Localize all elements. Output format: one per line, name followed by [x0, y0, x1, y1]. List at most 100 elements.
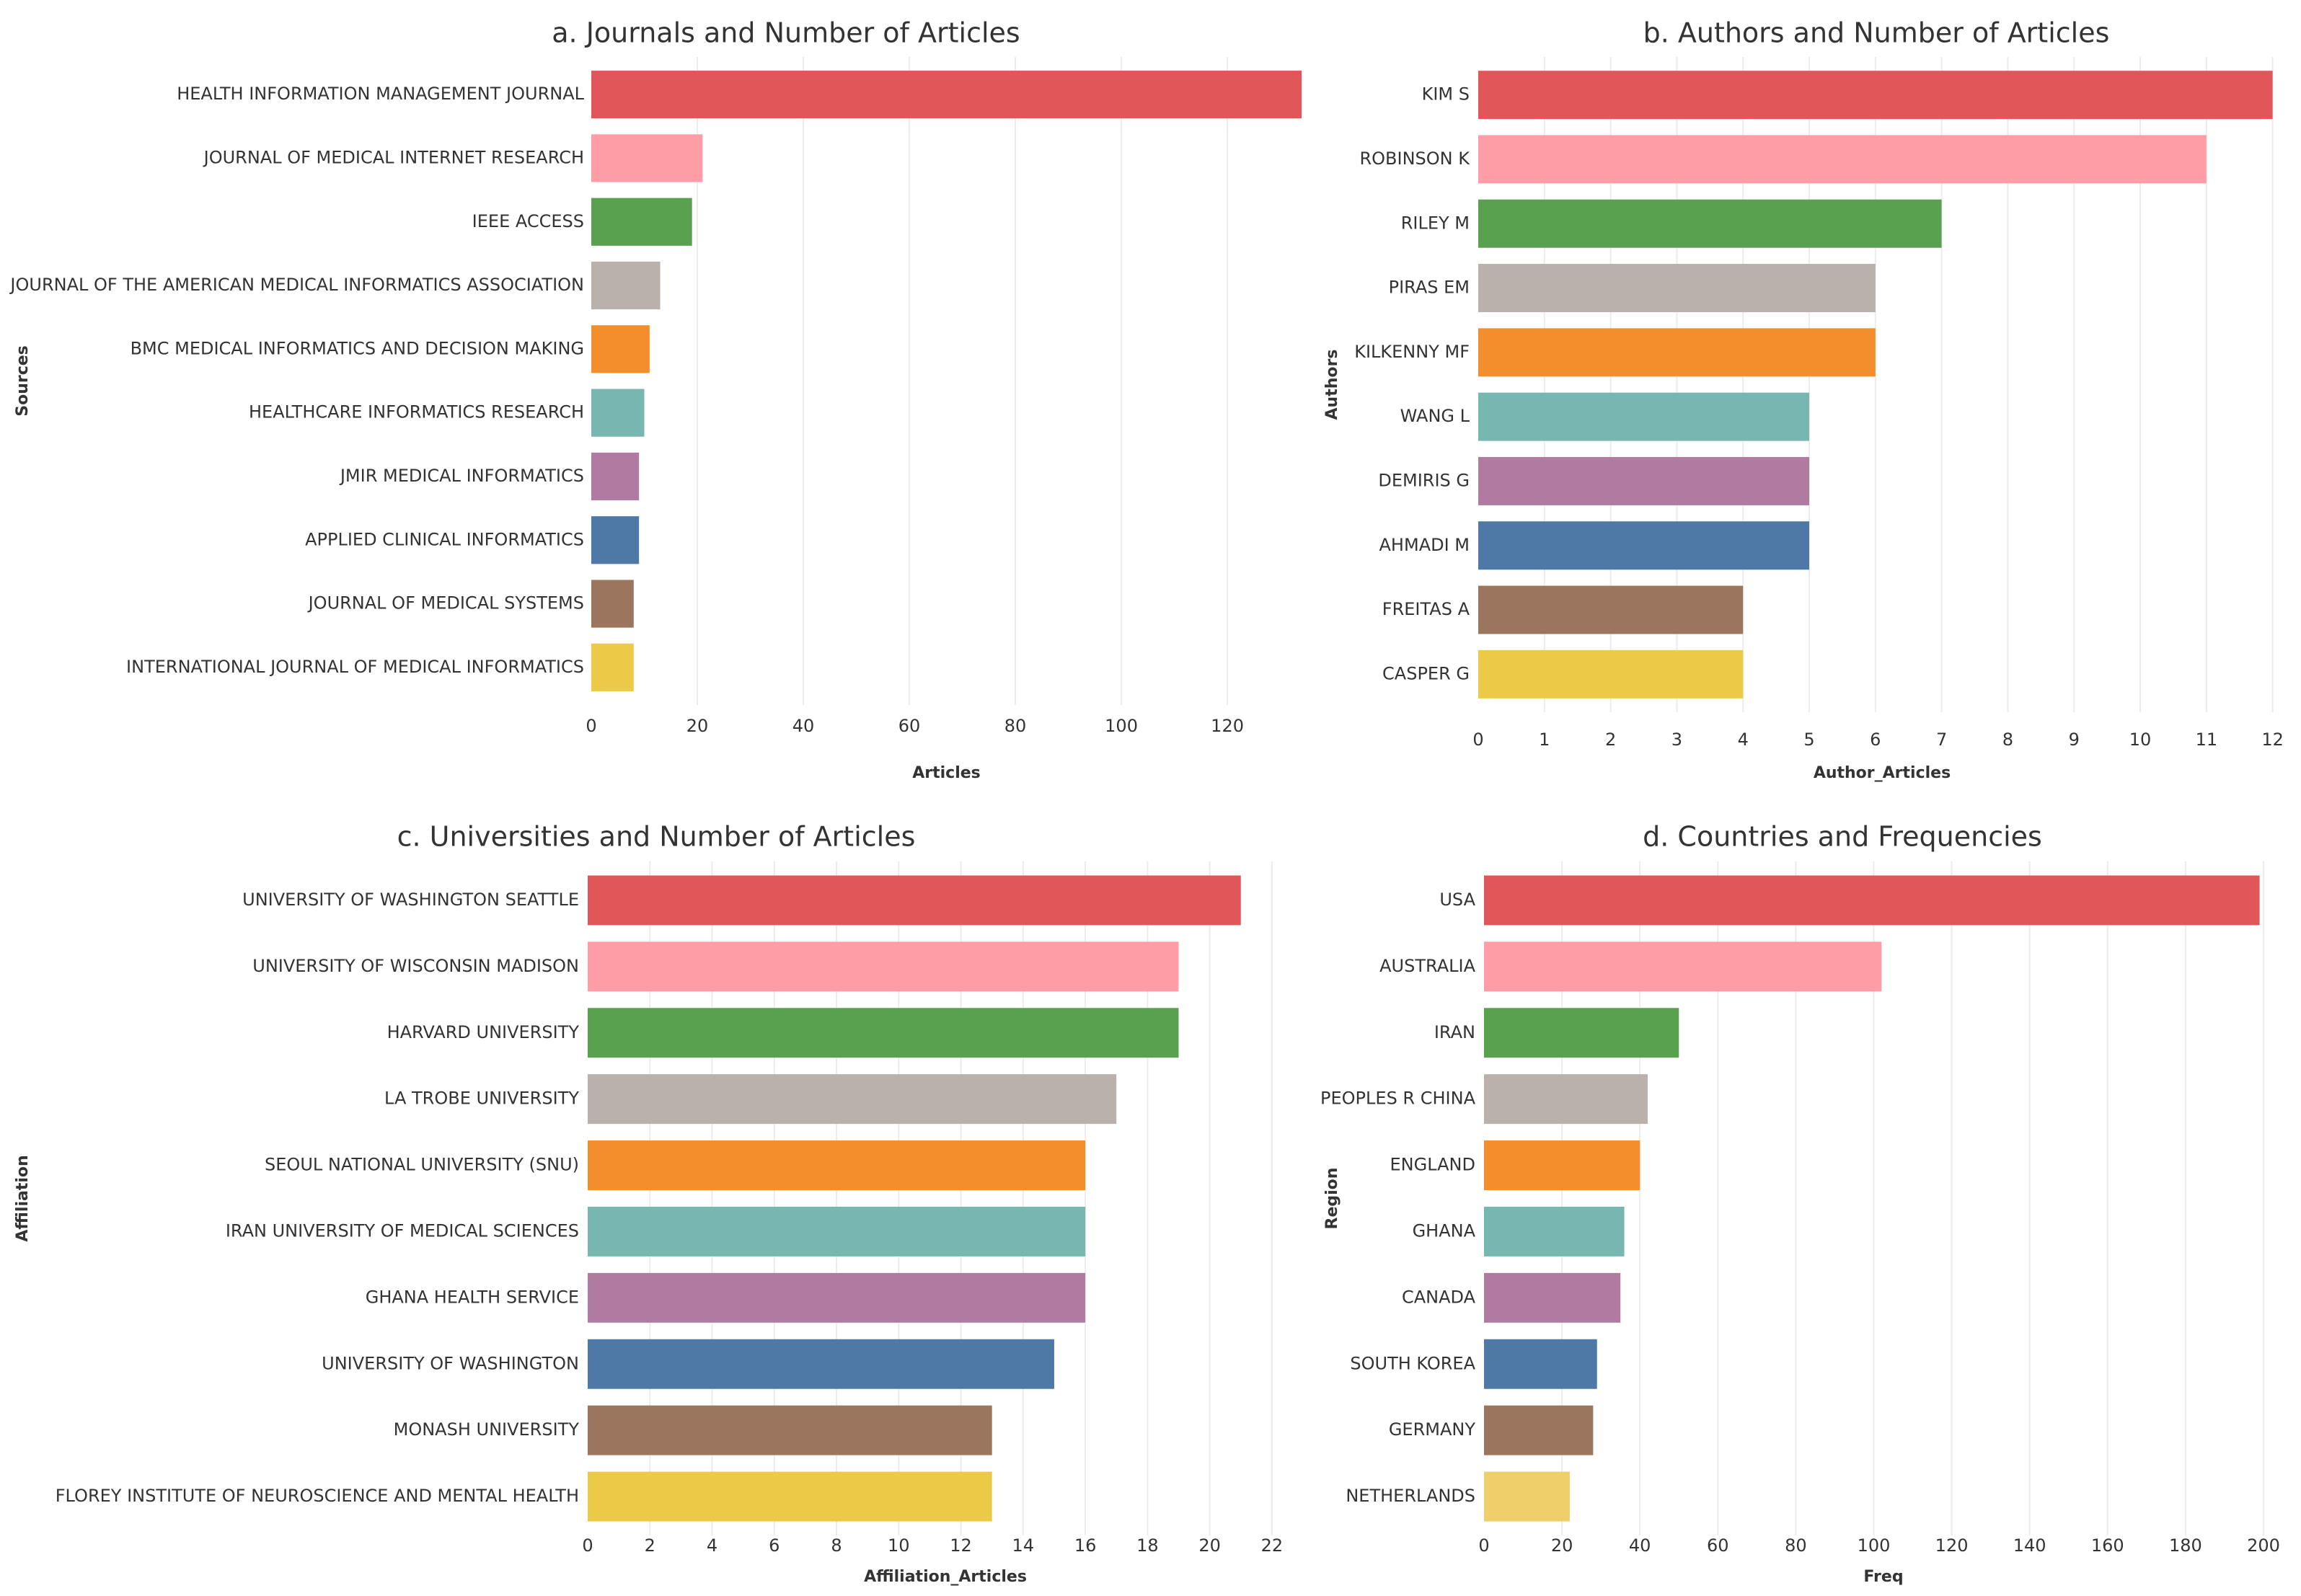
category-label: AUSTRALIA	[1379, 956, 1475, 976]
x-tick-label: 120	[1211, 716, 1244, 736]
bar[interactable]	[1484, 1471, 1570, 1522]
bar[interactable]	[588, 1339, 1054, 1389]
bar[interactable]	[591, 516, 640, 564]
bar[interactable]	[1484, 875, 2260, 926]
x-tick-label: 200	[2247, 1535, 2280, 1556]
x-tick-label: 14	[1012, 1535, 1035, 1556]
category-label: GHANA HEALTH SERVICE	[366, 1287, 579, 1307]
bar[interactable]	[1484, 1339, 1597, 1389]
x-tick-label: 0	[582, 1535, 593, 1556]
bar[interactable]	[1484, 1140, 1640, 1191]
category-label: INTERNATIONAL JOURNAL OF MEDICAL INFORMA…	[126, 657, 584, 677]
x-tick-label: 100	[1105, 716, 1138, 736]
category-label: MONASH UNIVERSITY	[394, 1419, 580, 1440]
bar[interactable]	[1484, 1074, 1648, 1125]
chart-panel-a: HEALTH INFORMATION MANAGEMENT JOURNAL JOU…	[9, 17, 1302, 782]
bar[interactable]	[588, 1140, 1086, 1191]
x-tick-label: 180	[2169, 1535, 2202, 1556]
x-tick-label: 16	[1074, 1535, 1097, 1556]
chart-title: a. Journals and Number of Articles	[552, 17, 1020, 49]
x-tick-label: 10	[2129, 730, 2152, 750]
category-label: LA TROBE UNIVERSITY	[384, 1089, 579, 1109]
category-label: CANADA	[1402, 1287, 1476, 1307]
bar[interactable]	[1478, 521, 1810, 570]
x-tick-label: 80	[1004, 716, 1027, 736]
x-tick-label: 5	[1803, 730, 1814, 750]
y-axis-title: Affiliation	[14, 1155, 32, 1241]
category-label: USA	[1439, 890, 1475, 910]
x-tick-label: 7	[1936, 730, 1947, 750]
category-label: BMC MEDICAL INFORMATICS AND DECISION MAK…	[131, 338, 584, 358]
x-tick-label: 120	[1935, 1535, 1969, 1556]
x-tick-label: 40	[1629, 1535, 1651, 1556]
category-label: IEEE ACCESS	[472, 211, 584, 231]
bar[interactable]	[588, 1405, 992, 1455]
y-axis-title: Authors	[1323, 350, 1341, 420]
category-label: SEOUL NATIONAL UNIVERSITY (SNU)	[265, 1155, 579, 1175]
category-label: FREITAS A	[1382, 599, 1470, 619]
category-label: APPLIED CLINICAL INFORMATICS	[305, 529, 584, 549]
x-tick-label: 60	[898, 716, 921, 736]
x-tick-label: 20	[1551, 1535, 1573, 1556]
bar[interactable]	[588, 941, 1179, 992]
bar[interactable]	[588, 1008, 1179, 1058]
bar[interactable]	[1478, 585, 1744, 634]
bar[interactable]	[588, 1206, 1086, 1256]
category-label: JOURNAL OF MEDICAL INTERNET RESEARCH	[203, 147, 584, 167]
bar[interactable]	[1484, 1405, 1594, 1455]
bar[interactable]	[1478, 199, 1942, 248]
bar[interactable]	[588, 875, 1241, 926]
bar[interactable]	[591, 261, 661, 310]
bar[interactable]	[1478, 650, 1744, 699]
category-label: JOURNAL OF THE AMERICAN MEDICAL INFORMAT…	[9, 275, 584, 295]
category-label: DEMIRIS G	[1378, 470, 1470, 490]
bar[interactable]	[1478, 456, 1810, 505]
chart-title: c. Universities and Number of Articles	[397, 821, 916, 853]
bar[interactable]	[1478, 135, 2207, 184]
bar[interactable]	[591, 71, 1302, 119]
x-axis-title: Freq	[1863, 1568, 1903, 1586]
category-label: CASPER G	[1382, 663, 1470, 683]
bar[interactable]	[1484, 1272, 1621, 1323]
x-tick-label: 10	[888, 1535, 910, 1556]
category-label: IRAN	[1434, 1022, 1475, 1042]
bar[interactable]	[1478, 71, 2273, 120]
x-tick-label: 3	[1671, 730, 1682, 750]
category-label: ENGLAND	[1390, 1155, 1476, 1175]
bar[interactable]	[591, 325, 650, 373]
bar[interactable]	[588, 1272, 1086, 1323]
x-axis-title: Author_Articles	[1814, 764, 1951, 782]
x-tick-label: 20	[1198, 1535, 1221, 1556]
category-label: PEOPLES R CHINA	[1320, 1089, 1476, 1109]
bar[interactable]	[1484, 1206, 1625, 1256]
x-tick-label: 20	[686, 716, 709, 736]
x-tick-label: 140	[2013, 1535, 2046, 1556]
category-label: AHMADI M	[1379, 535, 1470, 555]
bar[interactable]	[1478, 392, 1810, 441]
bar[interactable]	[591, 389, 645, 437]
category-label: IRAN UNIVERSITY OF MEDICAL SCIENCES	[226, 1220, 579, 1241]
bar[interactable]	[1484, 941, 1882, 992]
x-tick-label: 40	[792, 716, 815, 736]
bar[interactable]	[588, 1471, 992, 1522]
y-axis-title: Region	[1323, 1168, 1341, 1230]
category-label: UNIVERSITY OF WASHINGTON SEATTLE	[242, 890, 579, 910]
x-tick-label: 4	[1738, 730, 1749, 750]
x-tick-label: 2	[1605, 730, 1616, 750]
bar[interactable]	[591, 643, 634, 691]
x-tick-label: 9	[2069, 730, 2080, 750]
chart-title: d. Countries and Frequencies	[1643, 821, 2042, 853]
bar[interactable]	[591, 198, 692, 246]
bar[interactable]	[591, 580, 634, 628]
x-tick-label: 12	[950, 1535, 972, 1556]
x-axis-title: Affiliation_Articles	[864, 1568, 1027, 1586]
x-tick-label: 60	[1707, 1535, 1729, 1556]
bar[interactable]	[591, 134, 703, 182]
bar[interactable]	[1478, 328, 1876, 377]
category-label: JOURNAL OF MEDICAL SYSTEMS	[307, 593, 584, 613]
bar[interactable]	[1478, 264, 1876, 313]
chart-panel-d: USA AUSTRALIA IRAN PEOPLES R CHINA ENGLAND GH…	[1320, 821, 2280, 1587]
bar[interactable]	[1484, 1008, 1679, 1058]
bar[interactable]	[588, 1074, 1117, 1125]
bar[interactable]	[591, 452, 640, 501]
